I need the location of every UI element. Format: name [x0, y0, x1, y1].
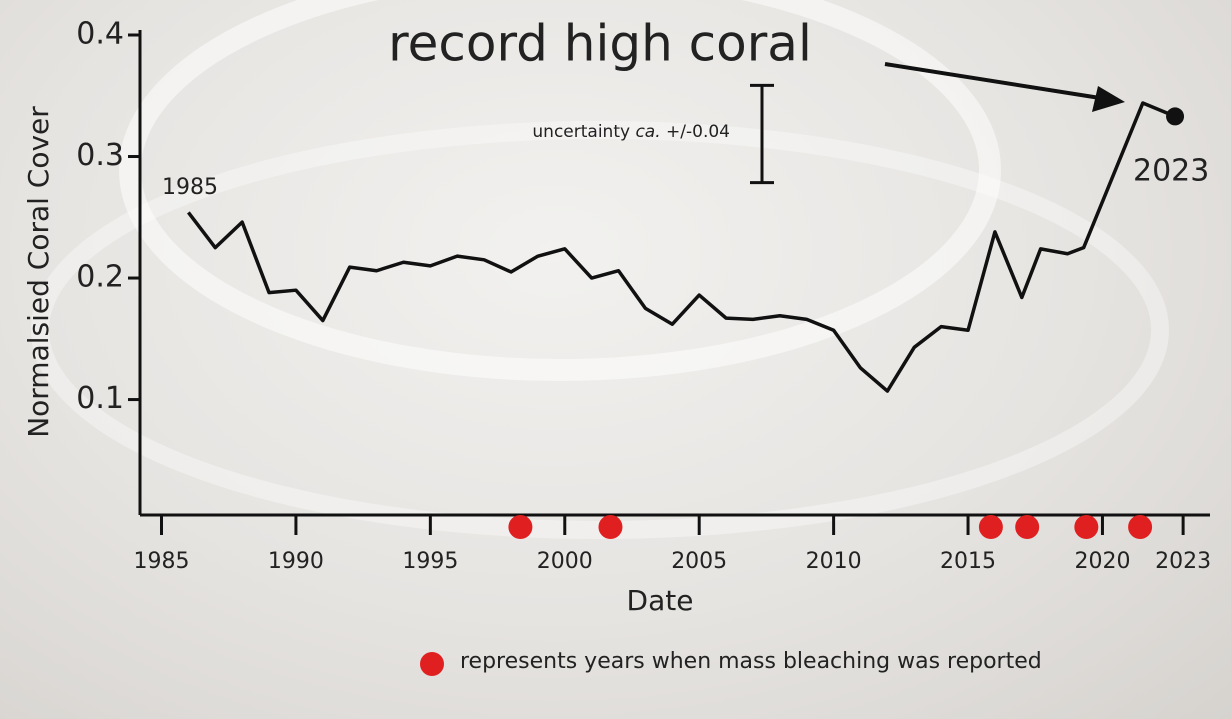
x-tick-label: 2000 — [537, 549, 593, 574]
legend-marker — [420, 652, 444, 676]
y-tick-label: 0.2 — [76, 260, 124, 295]
x-tick-label: 2010 — [806, 549, 862, 574]
arrow — [884, 62, 1101, 100]
x-tick-label: 1995 — [402, 549, 458, 574]
y-axis-label: Normalsied Coral Cover — [22, 106, 55, 438]
bleaching-dot — [1128, 515, 1153, 539]
background-shape — [119, 0, 1001, 381]
y-tick-label: 0.3 — [76, 138, 124, 173]
arrow-head — [1092, 86, 1125, 112]
y-tick-label: 0.1 — [76, 381, 124, 416]
x-tick-label: 2015 — [940, 549, 996, 574]
legend-label: represents years when mass bleaching was… — [460, 649, 1042, 674]
uncertainty-label: uncertainty ca. +/-0.04 — [532, 122, 730, 142]
bleaching-dot — [508, 515, 533, 539]
bleaching-dot — [978, 515, 1003, 539]
uncertainty-value: +/-0.04 — [666, 122, 730, 142]
bleaching-dot — [1074, 515, 1099, 539]
x-axis-label: Date — [627, 584, 694, 617]
uncertainty-text: uncertainty — [532, 122, 630, 142]
end-point — [1166, 107, 1185, 126]
headline: record high coral — [388, 15, 812, 73]
x-tick-label: 2005 — [671, 549, 727, 574]
x-tick-label: 2020 — [1074, 549, 1130, 574]
data-line — [187, 101, 1176, 393]
x-tick-label: 2023 — [1155, 549, 1211, 574]
bleaching-dot — [1015, 515, 1040, 539]
bleaching-dot — [598, 515, 623, 539]
x-tick-label: 1985 — [134, 549, 190, 574]
x-tick-label: 1990 — [268, 549, 324, 574]
end-label: 2023 — [1133, 154, 1209, 189]
y-tick-label: 0.4 — [76, 17, 124, 52]
uncertainty-italic: ca. — [635, 122, 660, 142]
start-label: 1985 — [162, 175, 218, 200]
